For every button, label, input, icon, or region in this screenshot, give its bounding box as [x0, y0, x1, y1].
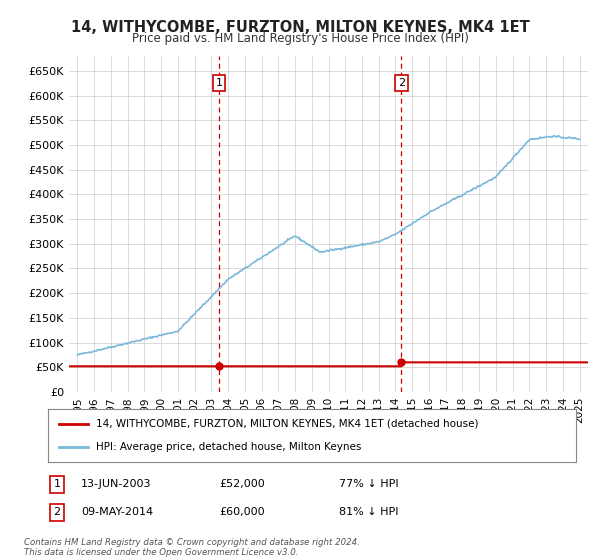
Text: 2: 2: [398, 78, 405, 88]
Text: 14, WITHYCOMBE, FURZTON, MILTON KEYNES, MK4 1ET: 14, WITHYCOMBE, FURZTON, MILTON KEYNES, …: [71, 20, 529, 35]
Text: HPI: Average price, detached house, Milton Keynes: HPI: Average price, detached house, Milt…: [95, 442, 361, 452]
Text: 2: 2: [53, 507, 61, 517]
Text: Contains HM Land Registry data © Crown copyright and database right 2024.
This d: Contains HM Land Registry data © Crown c…: [24, 538, 360, 557]
Text: 14, WITHYCOMBE, FURZTON, MILTON KEYNES, MK4 1ET (detached house): 14, WITHYCOMBE, FURZTON, MILTON KEYNES, …: [95, 419, 478, 429]
Text: £60,000: £60,000: [219, 507, 265, 517]
Text: Price paid vs. HM Land Registry's House Price Index (HPI): Price paid vs. HM Land Registry's House …: [131, 32, 469, 45]
Text: 77% ↓ HPI: 77% ↓ HPI: [339, 479, 398, 489]
Text: 1: 1: [215, 78, 223, 88]
Text: 09-MAY-2014: 09-MAY-2014: [81, 507, 153, 517]
Text: 13-JUN-2003: 13-JUN-2003: [81, 479, 151, 489]
Text: 1: 1: [53, 479, 61, 489]
Text: £52,000: £52,000: [219, 479, 265, 489]
Text: 81% ↓ HPI: 81% ↓ HPI: [339, 507, 398, 517]
